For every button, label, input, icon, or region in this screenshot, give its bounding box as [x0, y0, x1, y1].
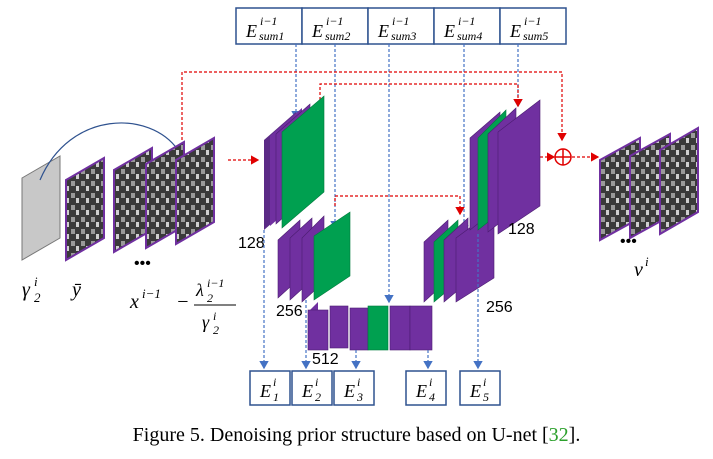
svg-text:−: −	[176, 291, 190, 313]
svg-text:i−1: i−1	[260, 14, 277, 28]
decoder-block-128	[469, 99, 541, 235]
top-e-boxes: E i−1 sum1 E i−1 sum2 E i−1 sum3 E i−1 s…	[235, 7, 567, 45]
channel-label-256-right: 256	[486, 299, 513, 316]
bottom-e-boxes: E i 1 E i 2 E i 3 E i 4 E i 5	[249, 370, 501, 406]
svg-text:5: 5	[483, 390, 489, 404]
svg-text:i: i	[315, 375, 318, 389]
feedback-arc	[39, 122, 179, 181]
figure-caption: Figure 5. Denoising prior structure base…	[0, 424, 713, 447]
bottleneck-block-512	[307, 302, 433, 351]
e-sum5-box: E i−1 sum5	[499, 7, 567, 45]
svg-text:E: E	[301, 381, 313, 401]
e-1-box: E i 1	[249, 370, 291, 406]
svg-text:i−1: i−1	[458, 14, 475, 28]
svg-text:λ: λ	[195, 280, 204, 300]
e-sum4-box: E i−1 sum4	[433, 7, 501, 45]
caption-reference-link[interactable]: 32	[548, 424, 569, 446]
ellipsis-output: •••	[620, 233, 637, 250]
svg-text:sum5: sum5	[523, 29, 548, 43]
e-sum3-box: E i−1 sum3	[367, 7, 435, 45]
svg-text:sum2: sum2	[325, 29, 350, 43]
svg-text:γ: γ	[22, 279, 31, 301]
svg-text:E: E	[245, 21, 257, 41]
encoder-block-128	[264, 95, 325, 230]
svg-text:E: E	[443, 21, 455, 41]
channel-label-128-left: 128	[238, 235, 265, 252]
svg-text:1: 1	[273, 390, 279, 404]
e-4-box: E i 4	[405, 370, 447, 406]
channel-label-128-right: 128	[508, 221, 535, 238]
gamma-label: γ i 2	[22, 274, 41, 305]
svg-text:2: 2	[207, 291, 213, 305]
caption-text: Figure 5. Denoising prior structure base…	[132, 424, 549, 446]
svg-text:i−1: i−1	[207, 276, 224, 290]
svg-text:i: i	[357, 375, 360, 389]
svg-text:2: 2	[315, 390, 321, 404]
output-image-stack	[599, 126, 699, 242]
e-sum1-box: E i−1 sum1	[235, 7, 303, 45]
channel-label-512: 512	[312, 351, 339, 368]
svg-text:i: i	[34, 274, 38, 289]
input-image-stack	[113, 136, 215, 254]
svg-text:i−1: i−1	[392, 14, 409, 28]
svg-text:2: 2	[34, 290, 41, 305]
svg-text:E: E	[469, 381, 481, 401]
svg-text:i: i	[645, 254, 649, 269]
input-formula: x i−1 − λ i−1 2 γ i 2	[129, 276, 236, 337]
channel-label-256-left: 256	[276, 303, 303, 320]
svg-text:i: i	[273, 375, 276, 389]
svg-text:E: E	[259, 381, 271, 401]
bottom-blue-arrows	[259, 230, 483, 370]
svg-text:x: x	[129, 291, 139, 313]
e-5-box: E i 5	[459, 370, 501, 406]
sum-operator	[554, 148, 572, 166]
svg-text:i−1: i−1	[142, 286, 161, 301]
svg-text:i: i	[483, 375, 486, 389]
decoder-block-256	[423, 209, 495, 303]
svg-text:3: 3	[356, 390, 363, 404]
e-sum2-box: E i−1 sum2	[301, 7, 369, 45]
svg-text:sum4: sum4	[457, 29, 482, 43]
svg-text:2: 2	[213, 323, 219, 337]
svg-text:i−1: i−1	[524, 14, 541, 28]
svg-text:i: i	[213, 309, 216, 323]
skip-connections	[181, 71, 600, 216]
svg-text:E: E	[343, 381, 355, 401]
gamma-plane	[21, 155, 61, 261]
ybar-image	[65, 156, 105, 262]
top-blue-arrows	[291, 44, 523, 304]
svg-text:γ: γ	[202, 312, 210, 332]
svg-text:i−1: i−1	[326, 14, 343, 28]
svg-text:E: E	[415, 381, 427, 401]
output-label: v i	[634, 254, 649, 281]
svg-text:sum1: sum1	[259, 29, 284, 43]
ellipsis-input: •••	[134, 255, 151, 272]
svg-text:v: v	[634, 259, 643, 281]
caption-end: ].	[568, 424, 581, 446]
encoder-block-256	[277, 211, 351, 303]
ybar-label: ȳ	[70, 279, 82, 301]
svg-text:4: 4	[429, 390, 435, 404]
svg-text:sum3: sum3	[391, 29, 416, 43]
svg-text:E: E	[509, 21, 521, 41]
svg-text:E: E	[311, 21, 323, 41]
e-3-box: E i 3	[333, 370, 375, 406]
svg-text:i: i	[429, 375, 432, 389]
e-2-box: E i 2	[291, 370, 333, 406]
svg-text:E: E	[377, 21, 389, 41]
